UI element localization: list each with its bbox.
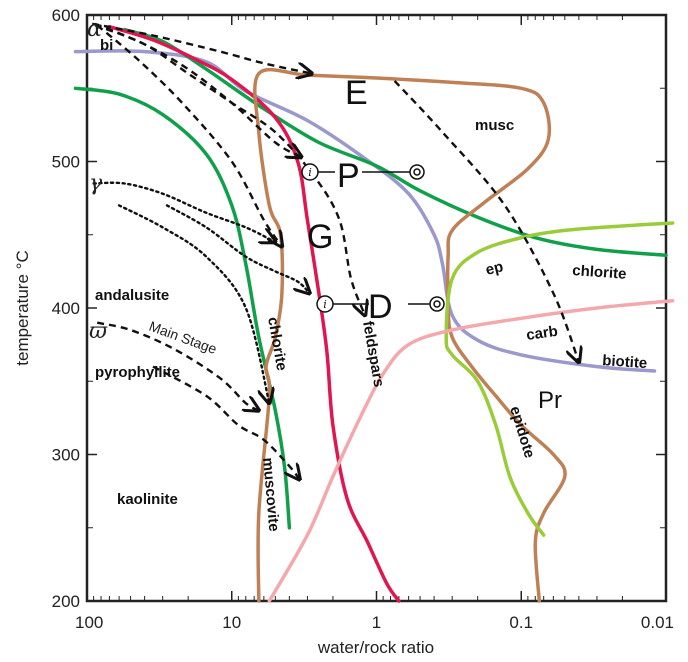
marker-i-symbol: i <box>308 166 312 179</box>
fluid-path-arrow <box>94 22 301 157</box>
curve-carbonate <box>267 298 675 603</box>
y-tick-label: 400 <box>52 299 80 318</box>
y-axis-title: temperature °C <box>13 250 32 365</box>
x-tick-label: 100 <box>75 613 103 632</box>
fluid-path-arrow <box>393 80 579 362</box>
y-tick-label: 500 <box>52 153 80 172</box>
label-feldspars: feldspars <box>359 320 387 389</box>
x-tick-label: 0.01 <box>641 613 674 632</box>
curve-chlorite-high <box>122 27 668 258</box>
fluid-path-arrow <box>96 24 282 246</box>
arrow-layer <box>91 22 579 480</box>
label-kaolinite: kaolinite <box>117 491 178 508</box>
label-bi: bi <box>100 37 113 54</box>
y-tick-label: 200 <box>52 592 80 611</box>
tick-layer: 100 10 1 0.1 0.01 200 300 400 500 600 <box>52 6 674 632</box>
fluid-path-arrow <box>94 24 365 315</box>
fluid-path-arrow <box>96 321 259 411</box>
curve-feldspars <box>107 24 401 603</box>
label-main-stage: Main Stage <box>147 318 219 357</box>
label-muscovite: muscovite <box>259 457 282 532</box>
marker-i-icon <box>316 295 334 313</box>
label-andalusite: andalusite <box>95 287 169 304</box>
x-tick-label: 0.1 <box>509 613 533 632</box>
label-varpi: ϖ <box>89 319 108 344</box>
marker-o-icon <box>429 296 445 312</box>
curve-epidote <box>444 221 675 537</box>
label-gamma: γ <box>89 171 103 196</box>
marker-o-icon <box>409 164 425 180</box>
label-E: E <box>345 74 368 112</box>
x-tick-label: 1 <box>372 613 381 632</box>
x-tick-label: 10 <box>222 613 241 632</box>
label-epidote: epidote <box>506 404 538 460</box>
x-axis-title: water/rock ratio <box>317 638 434 657</box>
curve-muscovite <box>253 67 567 603</box>
fluid-path-arrow <box>117 204 269 403</box>
curve-layer <box>73 24 675 603</box>
range-marker-D: i <box>316 295 445 313</box>
label-pyrophyllite: pyrophyllite <box>95 364 180 381</box>
fluid-path-arrow <box>165 204 310 293</box>
curve-chlorite-low <box>73 86 292 530</box>
label-ep: ep <box>484 258 505 279</box>
label-musc: musc <box>475 117 514 134</box>
label-biotite: biotite <box>602 352 648 372</box>
fluid-path-arrow <box>92 181 276 242</box>
label-chlorite-right: chlorite <box>572 262 627 283</box>
label-D: D <box>368 288 393 326</box>
range-marker-P: i <box>301 163 425 181</box>
fluid-path-arrow <box>152 365 300 480</box>
label-carb: carb <box>525 323 559 344</box>
y-tick-label: 300 <box>52 446 80 465</box>
marker-i-symbol: i <box>323 298 327 311</box>
y-tick-label: 600 <box>52 6 80 25</box>
curve-biotite <box>73 49 657 373</box>
marker-i-icon <box>301 163 319 181</box>
label-alpha: α <box>87 17 102 42</box>
label-P: P <box>337 157 360 195</box>
label-G: G <box>307 218 333 256</box>
label-Pr: Pr <box>538 387 562 414</box>
